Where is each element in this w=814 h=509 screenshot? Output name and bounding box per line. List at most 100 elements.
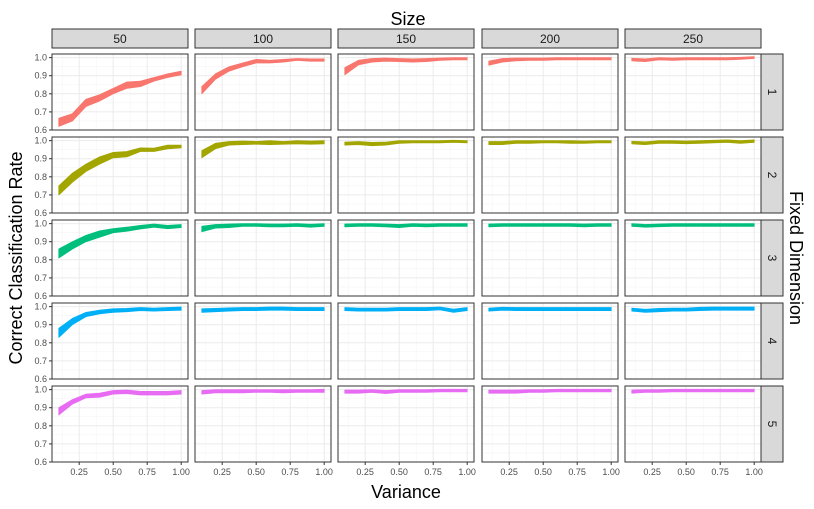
y-tick-label: 0.7: [34, 107, 47, 117]
row-strip-label: 2: [765, 172, 779, 179]
x-tick-label: 1.00: [602, 467, 620, 477]
series-band-5-250: [631, 388, 755, 394]
panel-border: [481, 53, 619, 131]
x-tick-label: 0.50: [677, 467, 695, 477]
series-band-3-200: [488, 223, 612, 228]
panel-border: [624, 385, 762, 463]
y-tick-label: 0.6: [34, 291, 47, 301]
y-tick-label: 0.9: [34, 320, 47, 330]
series-band-4-150: [344, 306, 468, 313]
panel-1-150: [337, 53, 475, 131]
x-tick-label: 0.25: [356, 467, 374, 477]
panel-border: [337, 302, 475, 380]
series-band-4-250: [631, 306, 755, 313]
panel-border: [481, 302, 619, 380]
panel-2-150: [337, 136, 475, 214]
y-tick-label: 0.8: [34, 338, 47, 348]
x-tick-label: 0.75: [424, 467, 442, 477]
series-band-2-50: [58, 144, 182, 196]
col-strip-50: [51, 28, 189, 49]
chart-title: Size: [390, 9, 425, 29]
series-band-2-200: [488, 140, 612, 145]
panel-border: [51, 136, 189, 214]
panel-border: [51, 219, 189, 297]
col-strip-200: [481, 28, 619, 49]
y-tick-label: 0.9: [34, 154, 47, 164]
series-band-5-200: [488, 388, 612, 394]
x-tick-label: 1.00: [745, 467, 763, 477]
panel-border: [481, 136, 619, 214]
y-tick-label: 0.6: [34, 374, 47, 384]
x-tick-label: 0.50: [390, 467, 408, 477]
x-tick-label: 0.75: [281, 467, 299, 477]
y-tick-label: 1.0: [34, 136, 47, 146]
x-tick-label: 1.00: [172, 467, 190, 477]
series-band-3-100: [201, 223, 325, 233]
panel-border: [481, 219, 619, 297]
row-strip-label: 1: [765, 89, 779, 96]
panel-4-150: [337, 302, 475, 380]
panel-border: [337, 219, 475, 297]
x-tick-label: 0.25: [500, 467, 518, 477]
y-tick-label: 0.7: [34, 356, 47, 366]
col-strip-250: [624, 28, 762, 49]
row-strip-label: 4: [765, 338, 779, 345]
panel-border: [194, 53, 332, 131]
y-tick-label: 1.0: [34, 302, 47, 312]
col-strip-label: 150: [396, 32, 416, 46]
panel-3-200: [481, 219, 619, 297]
panel-4-200: [481, 302, 619, 380]
panel-2-200: [481, 136, 619, 214]
series-band-2-150: [344, 139, 468, 147]
panel-border: [51, 385, 189, 463]
panel-border: [194, 302, 332, 380]
series-band-4-100: [201, 306, 325, 313]
panel-3-150: [337, 219, 475, 297]
x-tick-label: 0.50: [104, 467, 122, 477]
panel-5-200: [481, 385, 619, 463]
row-facet-title: Fixed Dimension: [786, 191, 806, 325]
x-tick-label: 0.25: [70, 467, 88, 477]
x-axis-title: Variance: [371, 482, 441, 502]
series-band-4-50: [58, 306, 182, 338]
y-tick-label: 1.0: [34, 219, 47, 229]
y-tick-label: 0.8: [34, 421, 47, 431]
y-tick-label: 0.7: [34, 273, 47, 283]
x-tick-label: 0.50: [534, 467, 552, 477]
series-band-4-200: [488, 306, 612, 312]
panel-2-250: [624, 136, 762, 214]
series-band-1-200: [488, 57, 612, 66]
panel-4-100: [194, 302, 332, 380]
panel-2-100: [194, 136, 332, 214]
series-band-5-50: [58, 389, 182, 416]
panel-1-200: [481, 53, 619, 131]
x-tick-label: 0.75: [711, 467, 729, 477]
panel-border: [337, 53, 475, 131]
panel-3-100: [194, 219, 332, 297]
x-tick-label: 0.50: [247, 467, 265, 477]
series-band-2-100: [201, 140, 325, 159]
y-tick-label: 0.8: [34, 172, 47, 182]
series-band-1-50: [58, 70, 182, 127]
y-tick-label: 0.6: [34, 125, 47, 135]
x-tick-label: 1.00: [315, 467, 333, 477]
panel-border: [337, 385, 475, 463]
panel-5-150: [337, 385, 475, 463]
panel-3-250: [624, 219, 762, 297]
series-band-5-150: [344, 388, 468, 394]
series-band-1-150: [344, 57, 468, 76]
y-tick-label: 0.9: [34, 403, 47, 413]
panel-1-250: [624, 53, 762, 131]
series-band-3-50: [58, 223, 182, 259]
y-tick-label: 0.8: [34, 255, 47, 265]
panel-border: [624, 53, 762, 131]
y-tick-label: 1.0: [34, 385, 47, 395]
col-strip-label: 200: [540, 32, 560, 46]
panel-4-250: [624, 302, 762, 380]
panel-5-100: [194, 385, 332, 463]
panel-border: [481, 385, 619, 463]
y-tick-label: 0.6: [34, 457, 47, 467]
series-band-5-100: [201, 388, 325, 395]
col-strip-100: [194, 28, 332, 49]
